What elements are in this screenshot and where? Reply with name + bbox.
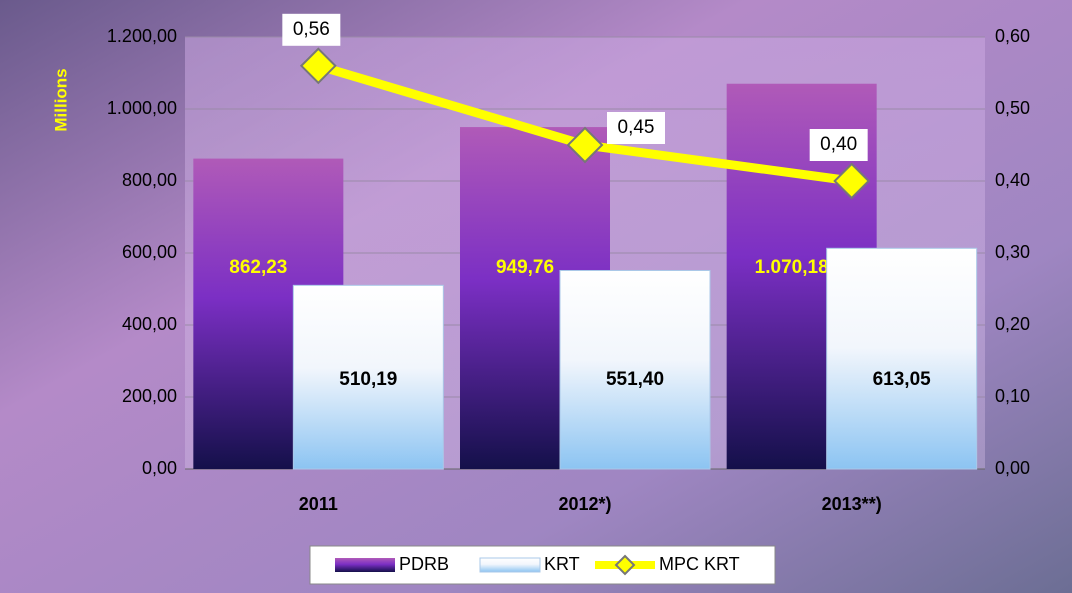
x-tick-label: 2011 [299,494,338,514]
x-tick-label: 2012*) [558,494,611,514]
y2-tick-label: 0,10 [995,386,1030,406]
x-tick-label: 2013**) [822,494,882,514]
y-tick-label: 1.200,00 [107,26,177,46]
y2-tick-label: 0,20 [995,314,1030,334]
data-label: 862,23 [229,257,287,278]
data-label: 0,56 [293,19,330,40]
y2-tick-label: 0,60 [995,26,1030,46]
legend-swatch [335,558,395,572]
label-box [282,13,341,46]
y-tick-label: 800,00 [122,170,177,190]
label-box [809,129,868,161]
legend-label: PDRB [399,554,449,574]
legend-label: MPC KRT [659,554,740,574]
data-label: 551,40 [606,369,664,390]
y-tick-label: 600,00 [122,242,177,262]
marker [566,126,604,164]
label-box [607,112,665,144]
y2-tick-label: 0,00 [995,458,1030,478]
data-label: 0,40 [820,134,857,155]
bar [826,247,978,470]
data-label: 0,45 [618,117,655,138]
y-tick-label: 1.000,00 [107,98,177,118]
marker [299,47,337,85]
data-label: 613,05 [873,369,932,390]
data-label: 510,19 [339,369,397,390]
y2-tick-label: 0,50 [995,98,1030,118]
legend-swatch [479,557,541,573]
legend-label: KRT [544,554,580,574]
y-tick-label: 0,00 [142,458,177,478]
y-axis-label: Millions [51,68,70,131]
bar [559,269,711,470]
data-label: 1.070,18 [755,257,829,278]
y2-tick-label: 0,40 [995,170,1030,190]
legend-swatch [614,554,636,576]
y-tick-label: 400,00 [122,314,177,334]
data-label: 949,76 [496,257,554,278]
bar [292,284,444,470]
y-tick-label: 200,00 [122,386,177,406]
y2-tick-label: 0,30 [995,242,1030,262]
marker [833,162,871,200]
